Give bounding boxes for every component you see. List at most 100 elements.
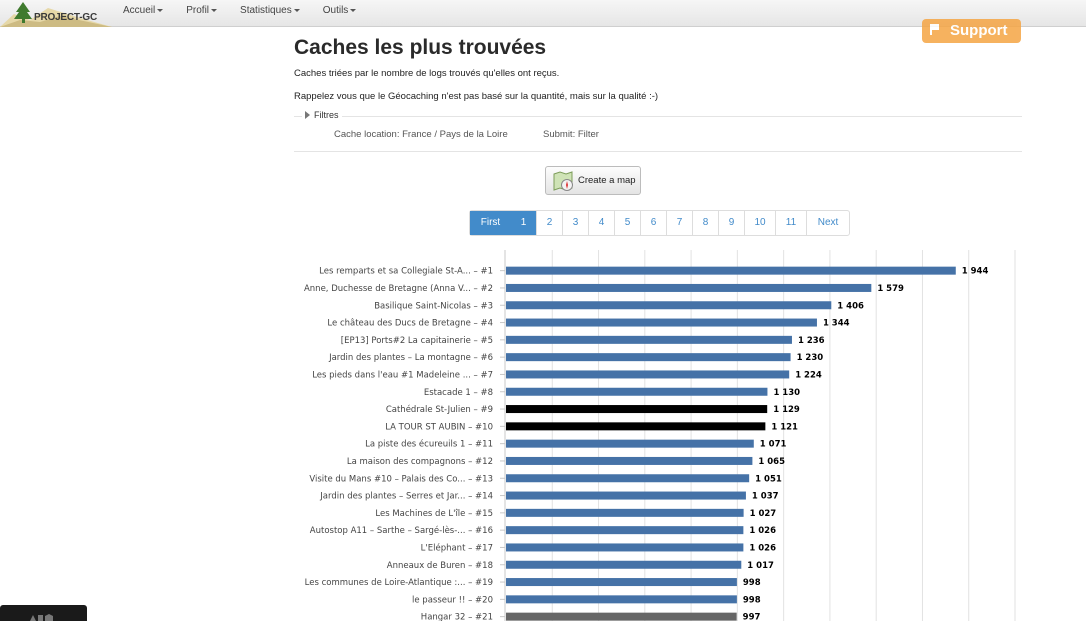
menu-outils-label: Outils bbox=[322, 5, 349, 16]
bar bbox=[506, 578, 737, 587]
filter-location: Cache location: France / Pays de la Loir… bbox=[334, 129, 508, 140]
category-label: le passeur !! – #20 bbox=[412, 595, 493, 605]
category-label: La maison des compagnons – #12 bbox=[347, 457, 493, 467]
value-label: 1 027 bbox=[750, 509, 777, 519]
menu-accueil-label: Accueil bbox=[123, 5, 156, 16]
value-label: 1 944 bbox=[962, 267, 989, 277]
main-menu: Accueil Profil Statistiques Outils bbox=[123, 5, 379, 16]
value-label: 997 bbox=[743, 613, 761, 621]
page-8[interactable]: 8 bbox=[692, 211, 718, 235]
toolbar-icons bbox=[30, 614, 53, 621]
map-icon bbox=[553, 171, 573, 191]
value-label: 998 bbox=[743, 595, 761, 605]
value-label: 1 129 bbox=[773, 405, 800, 415]
value-label: 1 121 bbox=[771, 422, 798, 432]
filters-toggle[interactable]: Filtres bbox=[302, 110, 342, 120]
page-3[interactable]: 3 bbox=[562, 211, 588, 235]
menu-statistiques-label: Statistiques bbox=[240, 5, 292, 16]
flag-icon bbox=[930, 24, 940, 35]
page-first[interactable]: First bbox=[470, 211, 511, 235]
value-label: 1 071 bbox=[760, 440, 787, 450]
category-label: Anne, Duchesse de Bretagne (Anna V... – … bbox=[304, 284, 493, 294]
bar bbox=[506, 318, 817, 327]
project-gc-logo[interactable]: PROJECT-GC bbox=[0, 0, 112, 27]
triangle-right-icon bbox=[305, 111, 310, 119]
bar bbox=[506, 526, 744, 535]
menu-accueil[interactable]: Accueil bbox=[123, 5, 164, 16]
category-label: Le château des Ducs de Bretagne – #4 bbox=[327, 319, 493, 329]
bar bbox=[506, 491, 746, 500]
caret-down-icon bbox=[293, 8, 300, 12]
filters-legend-label: Filtres bbox=[314, 110, 339, 120]
category-label: Estacade 1 – #8 bbox=[424, 388, 493, 398]
page-2[interactable]: 2 bbox=[536, 211, 562, 235]
category-label: Hangar 32 – #21 bbox=[421, 613, 493, 621]
page-6[interactable]: 6 bbox=[640, 211, 666, 235]
category-label: Anneaux de Buren – #18 bbox=[387, 561, 493, 571]
category-label: La piste des écureuils 1 – #11 bbox=[365, 439, 493, 450]
bar bbox=[506, 543, 744, 552]
menu-profil[interactable]: Profil bbox=[186, 5, 218, 16]
logo-text: PROJECT-GC bbox=[34, 12, 98, 23]
bar bbox=[506, 422, 766, 431]
category-label: LA TOUR ST AUBIN – #10 bbox=[385, 422, 493, 432]
logo-mountain-icon bbox=[0, 2, 112, 27]
value-label: 1 236 bbox=[798, 336, 825, 346]
bar bbox=[506, 560, 742, 569]
category-label: Jardin des plantes – Serres et Jar... – … bbox=[319, 492, 493, 502]
category-label: Cathédrale St-Julien – #9 bbox=[386, 404, 493, 415]
page-10[interactable]: 10 bbox=[744, 211, 775, 235]
support-button[interactable]: Support bbox=[922, 19, 1021, 43]
value-label: 1 344 bbox=[823, 319, 850, 329]
page-next[interactable]: Next bbox=[806, 211, 849, 235]
bar bbox=[506, 370, 790, 379]
category-label: Jardin des plantes – La montagne – #6 bbox=[328, 353, 493, 363]
support-label: Support bbox=[950, 22, 1008, 39]
page-1[interactable]: 1 bbox=[511, 211, 536, 235]
pagination: First 1 2 3 4 5 6 7 8 9 10 11 Next bbox=[469, 210, 850, 236]
caret-down-icon bbox=[211, 8, 218, 12]
bar bbox=[506, 283, 872, 292]
bar bbox=[506, 387, 768, 396]
category-label: Visite du Mans #10 – Palais des Co... – … bbox=[309, 474, 493, 484]
value-label: 1 026 bbox=[749, 543, 776, 553]
category-label: Les Machines de L'île – #15 bbox=[375, 509, 493, 519]
category-label: Les remparts et sa Collegiale St-A... – … bbox=[319, 267, 493, 277]
value-label: 1 017 bbox=[747, 561, 774, 571]
bar bbox=[506, 474, 750, 483]
page-7[interactable]: 7 bbox=[666, 211, 692, 235]
value-label: 1 224 bbox=[795, 370, 822, 380]
page-5[interactable]: 5 bbox=[614, 211, 640, 235]
create-map-label: Create a map bbox=[578, 175, 636, 186]
quality-reminder: Rappelez vous que le Géocaching n'est pa… bbox=[294, 91, 659, 102]
page-title: Caches les plus trouvées bbox=[294, 36, 547, 59]
bar bbox=[506, 353, 791, 362]
category-label: Les pieds dans l'eau #1 Madeleine ... – … bbox=[312, 370, 493, 380]
value-label: 1 026 bbox=[749, 526, 776, 536]
value-label: 1 051 bbox=[755, 474, 782, 484]
menu-outils[interactable]: Outils bbox=[323, 5, 357, 16]
page-subtitle: Caches triées par le nombre de logs trou… bbox=[294, 68, 560, 79]
value-label: 1 065 bbox=[758, 457, 785, 467]
category-label: Autostop A11 – Sarthe – Sargé-lès-... – … bbox=[310, 525, 493, 536]
caret-down-icon bbox=[350, 8, 357, 12]
bar bbox=[506, 439, 754, 448]
category-label: Basilique Saint-Nicolas – #3 bbox=[374, 301, 493, 311]
menu-statistiques[interactable]: Statistiques bbox=[240, 5, 300, 16]
bar bbox=[506, 456, 753, 465]
value-label: 1 579 bbox=[877, 284, 904, 294]
category-label: Les communes de Loire-Atlantique :... – … bbox=[305, 578, 493, 588]
filters-panel: Filtres Cache location: France / Pays de… bbox=[294, 110, 1022, 152]
bar bbox=[506, 301, 832, 310]
page-9[interactable]: 9 bbox=[718, 211, 744, 235]
bar bbox=[506, 508, 744, 517]
bottom-toolbar[interactable] bbox=[0, 605, 87, 621]
create-map-button[interactable]: Create a map bbox=[545, 166, 641, 195]
value-label: 1 406 bbox=[837, 301, 864, 311]
page-11[interactable]: 11 bbox=[775, 211, 806, 235]
bar bbox=[506, 595, 737, 604]
value-label: 1 230 bbox=[797, 353, 824, 363]
bar bbox=[506, 405, 768, 414]
top-navbar: PROJECT-GC Accueil Profil Statistiques O… bbox=[0, 0, 1086, 27]
page-4[interactable]: 4 bbox=[588, 211, 614, 235]
